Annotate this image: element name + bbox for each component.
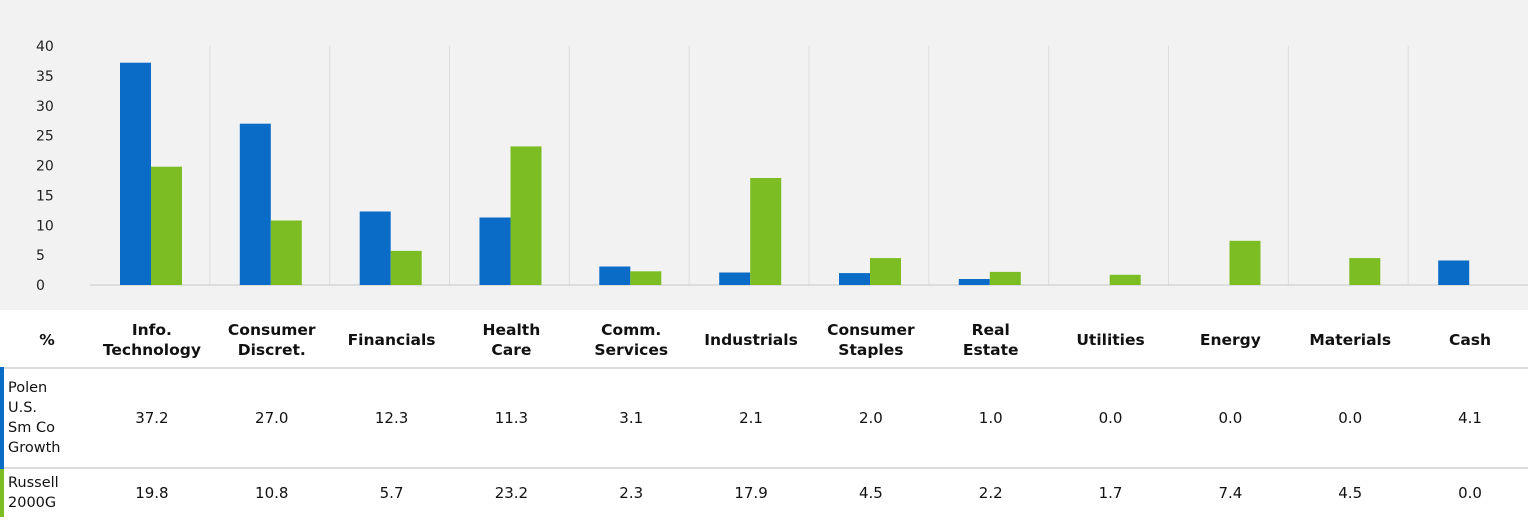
table-row: Russell 2000G 19.8 10.8 5.7 23.2 2.3 17.9 4.5 2.2… — [0, 468, 1528, 517]
table-cell: 10.8 — [255, 484, 289, 502]
column-header: Energy — [1170, 312, 1290, 368]
table-cell: 37.2 — [135, 409, 169, 427]
series-label-line: Sm Co — [8, 420, 55, 436]
chart-area: 0 5 10 15 20 25 30 35 40 — [0, 0, 1528, 310]
bar-russell — [630, 271, 662, 285]
y-tick-label: 20 — [36, 159, 54, 175]
table-cell: 1.0 — [978, 409, 1003, 427]
y-tick-label: 35 — [36, 69, 54, 85]
table-cell: 1.7 — [1098, 484, 1123, 502]
column-header-line: Consumer — [227, 320, 316, 339]
bar-russell — [390, 250, 422, 285]
table-cell: 23.2 — [494, 484, 529, 502]
column-header: Real Estate — [931, 312, 1051, 368]
column-header-line: Cash — [1448, 330, 1492, 349]
series-label-line: U.S. — [8, 400, 38, 416]
column-header-line: Estate — [962, 340, 1019, 359]
column-header-line: Technology — [102, 340, 201, 359]
bar-russell — [151, 166, 182, 285]
column-header: Comm. Services — [571, 312, 691, 368]
column-header-line: Utilities — [1076, 330, 1145, 349]
series-label-line: Russell — [8, 475, 59, 491]
bar-russell — [1229, 240, 1261, 285]
series-label-line: Polen — [8, 380, 48, 396]
column-header: Utilities — [1051, 312, 1171, 368]
table-cell: 3.1 — [619, 409, 644, 427]
bar-russell — [1109, 274, 1141, 285]
table-cell: 2.3 — [619, 484, 644, 502]
table-cell: 27.0 — [255, 409, 289, 427]
bar-polen — [839, 273, 870, 285]
series-label-line: Growth — [8, 440, 61, 456]
table-cell: 7.4 — [1218, 484, 1243, 502]
column-header: Financials — [332, 312, 452, 368]
table-cell: 2.0 — [858, 409, 883, 427]
column-header-line: Discret. — [237, 340, 306, 359]
bar-russell — [1349, 258, 1381, 285]
column-header-line: Care — [491, 340, 532, 359]
bar-polen — [479, 217, 511, 285]
table-cell: 5.7 — [379, 484, 404, 502]
bar-polen — [120, 62, 151, 286]
column-header: Industrials — [691, 312, 811, 368]
series-label: Polen U.S. Sm Co Growth — [0, 368, 92, 468]
table-cell: 17.9 — [734, 484, 768, 502]
bar-russell — [510, 146, 542, 285]
bar-russell — [750, 178, 782, 285]
column-header: Consumer Discret. — [212, 312, 332, 368]
data-table: % Info. Technology Consumer Discret. Financi… — [0, 312, 1528, 517]
bar-polen — [958, 279, 990, 285]
y-tick-label: 15 — [36, 188, 54, 204]
table-cell: 4.1 — [1458, 409, 1482, 427]
column-header: Health Care — [451, 312, 571, 368]
y-tick-label: 25 — [36, 129, 54, 145]
column-header: Materials — [1290, 312, 1410, 368]
bar-polen — [1438, 260, 1470, 285]
column-header-line: Comm. — [601, 320, 662, 339]
column-header-line: Financials — [347, 330, 436, 349]
column-header-line: Health — [482, 320, 541, 339]
y-tick-label: 5 — [36, 248, 45, 264]
y-tick-label: 0 — [36, 278, 45, 294]
column-header: Cash — [1410, 312, 1528, 368]
table-cell: 19.8 — [135, 484, 169, 502]
unit-header: % — [39, 330, 55, 349]
table-cell: 2.1 — [739, 409, 763, 427]
table-cell: 0.0 — [1458, 484, 1482, 502]
table-cell: 0.0 — [1338, 409, 1363, 427]
column-header: Info. Technology — [92, 312, 212, 368]
column-header: Consumer Staples — [811, 312, 931, 368]
table-cell: 2.2 — [978, 484, 1003, 502]
table-cell: 11.3 — [494, 409, 529, 427]
bar-chart: 0 5 10 15 20 25 30 35 40 — [36, 39, 1528, 294]
table-cell: 0.0 — [1098, 409, 1123, 427]
column-header-line: Energy — [1199, 330, 1261, 349]
column-header-line: Materials — [1309, 330, 1392, 349]
series-label: Russell 2000G — [0, 468, 92, 517]
column-header-line: Industrials — [704, 330, 798, 349]
y-tick-label: 40 — [36, 39, 54, 55]
column-header-line: Info. — [131, 320, 172, 339]
column-header-line: Real — [971, 320, 1010, 339]
y-tick-label: 30 — [36, 99, 54, 115]
bar-polen — [599, 266, 631, 285]
bar-russell — [870, 258, 901, 285]
bar-polen — [239, 123, 271, 285]
bar-russell — [989, 271, 1021, 285]
column-header-line: Staples — [838, 340, 904, 359]
column-header-line: Services — [594, 340, 669, 359]
y-tick-label: 10 — [36, 218, 54, 234]
table-cell: 4.5 — [1338, 484, 1363, 502]
column-header-line: Consumer — [827, 320, 915, 339]
bar-polen — [359, 211, 391, 285]
series-label-line: 2000G — [8, 495, 57, 511]
bar-polen — [719, 272, 751, 285]
table-cell: 12.3 — [374, 409, 409, 427]
table-row: Polen U.S. Sm Co Growth 37.2 27.0 12.3 11.3 3.1 2… — [0, 368, 1528, 468]
bar-russell — [270, 220, 302, 285]
table-header-row: % Info. Technology Consumer Discret. Financi… — [2, 312, 1528, 368]
table-cell: 4.5 — [858, 484, 883, 502]
table-cell: 0.0 — [1218, 409, 1243, 427]
